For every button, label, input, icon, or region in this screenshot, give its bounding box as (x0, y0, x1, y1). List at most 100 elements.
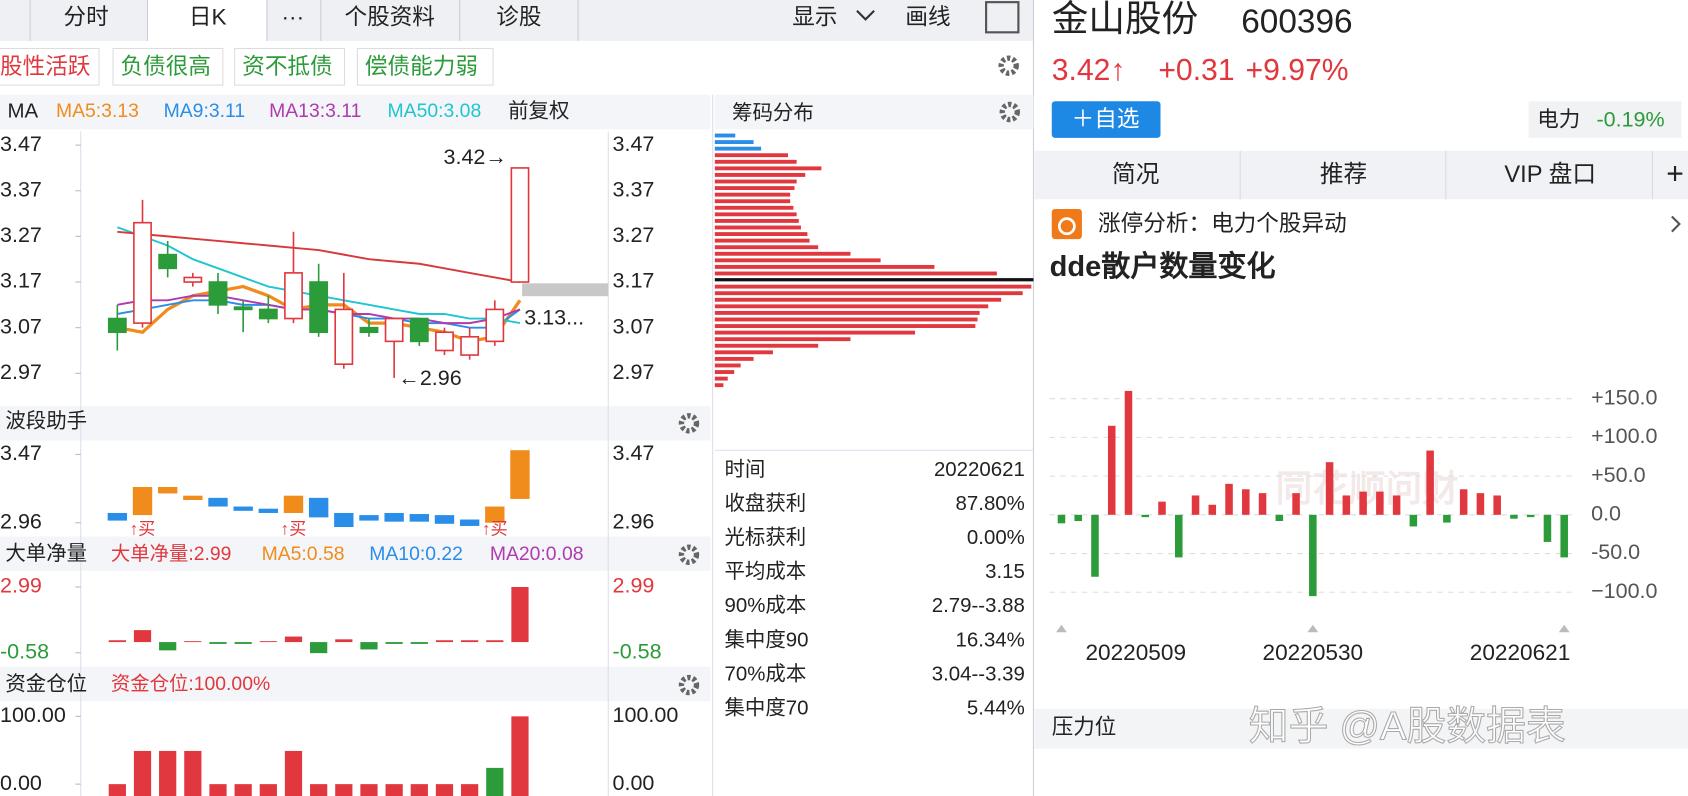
candle-body (510, 167, 530, 283)
x-tick-label: 20220621 (1470, 640, 1571, 665)
add-button-text: ＋自选 (1072, 107, 1140, 132)
stat-label: 90%成本 (725, 594, 807, 617)
right-tab[interactable]: 简况 (1112, 161, 1159, 188)
tag[interactable] (112, 47, 224, 86)
chip-bar (714, 133, 736, 138)
stat-label: 时间 (725, 458, 766, 481)
bar (360, 642, 378, 650)
bar (486, 767, 504, 796)
y-tick-label: 2.96 (613, 509, 655, 533)
x-tick-label: 20220509 (1085, 640, 1186, 665)
chip-bar (714, 232, 808, 236)
tab[interactable]: 诊股 (496, 4, 541, 29)
tag[interactable] (0, 47, 100, 86)
y-tick-label: 3.07 (613, 314, 655, 338)
tool[interactable]: 画线 (905, 4, 950, 29)
y-tick-label: 3.17 (0, 269, 42, 293)
chip-bar (714, 383, 724, 388)
bar (1242, 489, 1250, 515)
layout-icon[interactable] (985, 1, 1020, 34)
right-tab-bar (1034, 150, 1688, 200)
bar (108, 784, 126, 796)
candle-body (359, 326, 379, 334)
chevron (856, 10, 875, 21)
wave-bar (157, 487, 178, 494)
bar (1376, 491, 1384, 515)
candle-body (258, 308, 278, 320)
chip-bar (714, 179, 797, 184)
bar (159, 642, 177, 651)
candle-body (158, 253, 178, 270)
candle-body (409, 317, 429, 343)
wave-bar (359, 515, 379, 521)
bar (259, 641, 277, 643)
stat-value: 2.79--3.88 (932, 594, 1025, 617)
tab[interactable]: 分时 (64, 4, 109, 29)
candle-body (107, 317, 127, 334)
bar (284, 636, 303, 643)
chip-bar (714, 212, 797, 217)
sector-box[interactable] (1528, 101, 1682, 138)
tag-text: 偿债能力弱 (365, 54, 478, 79)
tag[interactable] (234, 47, 346, 86)
right-tab[interactable]: + (1666, 158, 1684, 191)
add-button[interactable] (1051, 101, 1161, 138)
wave-bar (384, 512, 404, 522)
gear-icons[interactable] (678, 55, 1021, 696)
bar (1292, 493, 1300, 515)
bar (1191, 495, 1200, 515)
bar (385, 642, 403, 644)
tag[interactable] (356, 47, 494, 86)
bar (234, 642, 252, 644)
tool[interactable]: 显示 (792, 4, 837, 29)
sector: 电力 (1537, 107, 1580, 131)
wave-bar (434, 515, 455, 524)
active-tab (147, 0, 267, 41)
annotation: 3.13... (524, 306, 584, 330)
panel-header (0, 536, 711, 571)
candle-body (309, 281, 329, 334)
panel-title: 筹码分布 (732, 102, 814, 125)
annotation: ←2.96 (398, 366, 461, 390)
stat-value: 5.44% (967, 696, 1025, 719)
bar (435, 640, 454, 643)
bar (360, 784, 378, 796)
bar (184, 750, 202, 796)
y-tick-label: 3.37 (613, 177, 655, 201)
y-tick-label: 3.37 (0, 177, 42, 201)
limit-analysis[interactable]: 涨停分析：电力个股异动 (1098, 211, 1347, 236)
candle-body (183, 276, 203, 283)
wave-bar (409, 514, 429, 522)
tab[interactable]: 日K (189, 4, 227, 29)
y-tick-label: 3.27 (613, 223, 655, 247)
bar (159, 750, 177, 796)
adjust[interactable]: 前复权 (508, 99, 569, 122)
bar (1174, 514, 1183, 558)
chip-bar (714, 218, 799, 223)
tag-text: 负债很高 (121, 54, 211, 79)
chip-bar (714, 324, 976, 328)
bar (435, 784, 454, 796)
right-tab[interactable]: 推荐 (1320, 161, 1367, 188)
change-pct: +9.97% (1246, 54, 1349, 87)
candle-body (208, 281, 228, 306)
right-tab[interactable]: VIP 盘口 (1504, 161, 1596, 188)
panel-title: 大单净量 (5, 542, 87, 565)
y-tick-label: 2.99 (613, 574, 655, 598)
chip-bar (714, 291, 1023, 296)
x-tick-marker (1307, 624, 1319, 633)
chip-bar (714, 376, 728, 381)
bar (209, 784, 227, 796)
y-tick-label: 100.00 (0, 703, 66, 727)
y-tick-label: 2.96 (0, 509, 42, 533)
stat-label: 平均成本 (725, 560, 807, 583)
wave-bar (308, 497, 329, 518)
tab[interactable]: ··· (282, 4, 305, 29)
stat-value: 3.15 (985, 560, 1025, 583)
y-tick-label: +150.0 (1591, 385, 1657, 409)
tab[interactable]: 个股资料 (344, 4, 434, 29)
stat-label: 光标获利 (725, 526, 807, 549)
bar (1526, 514, 1535, 518)
y-tick-label: -0.58 (613, 639, 662, 663)
stat-label: 集中度90 (725, 628, 809, 651)
